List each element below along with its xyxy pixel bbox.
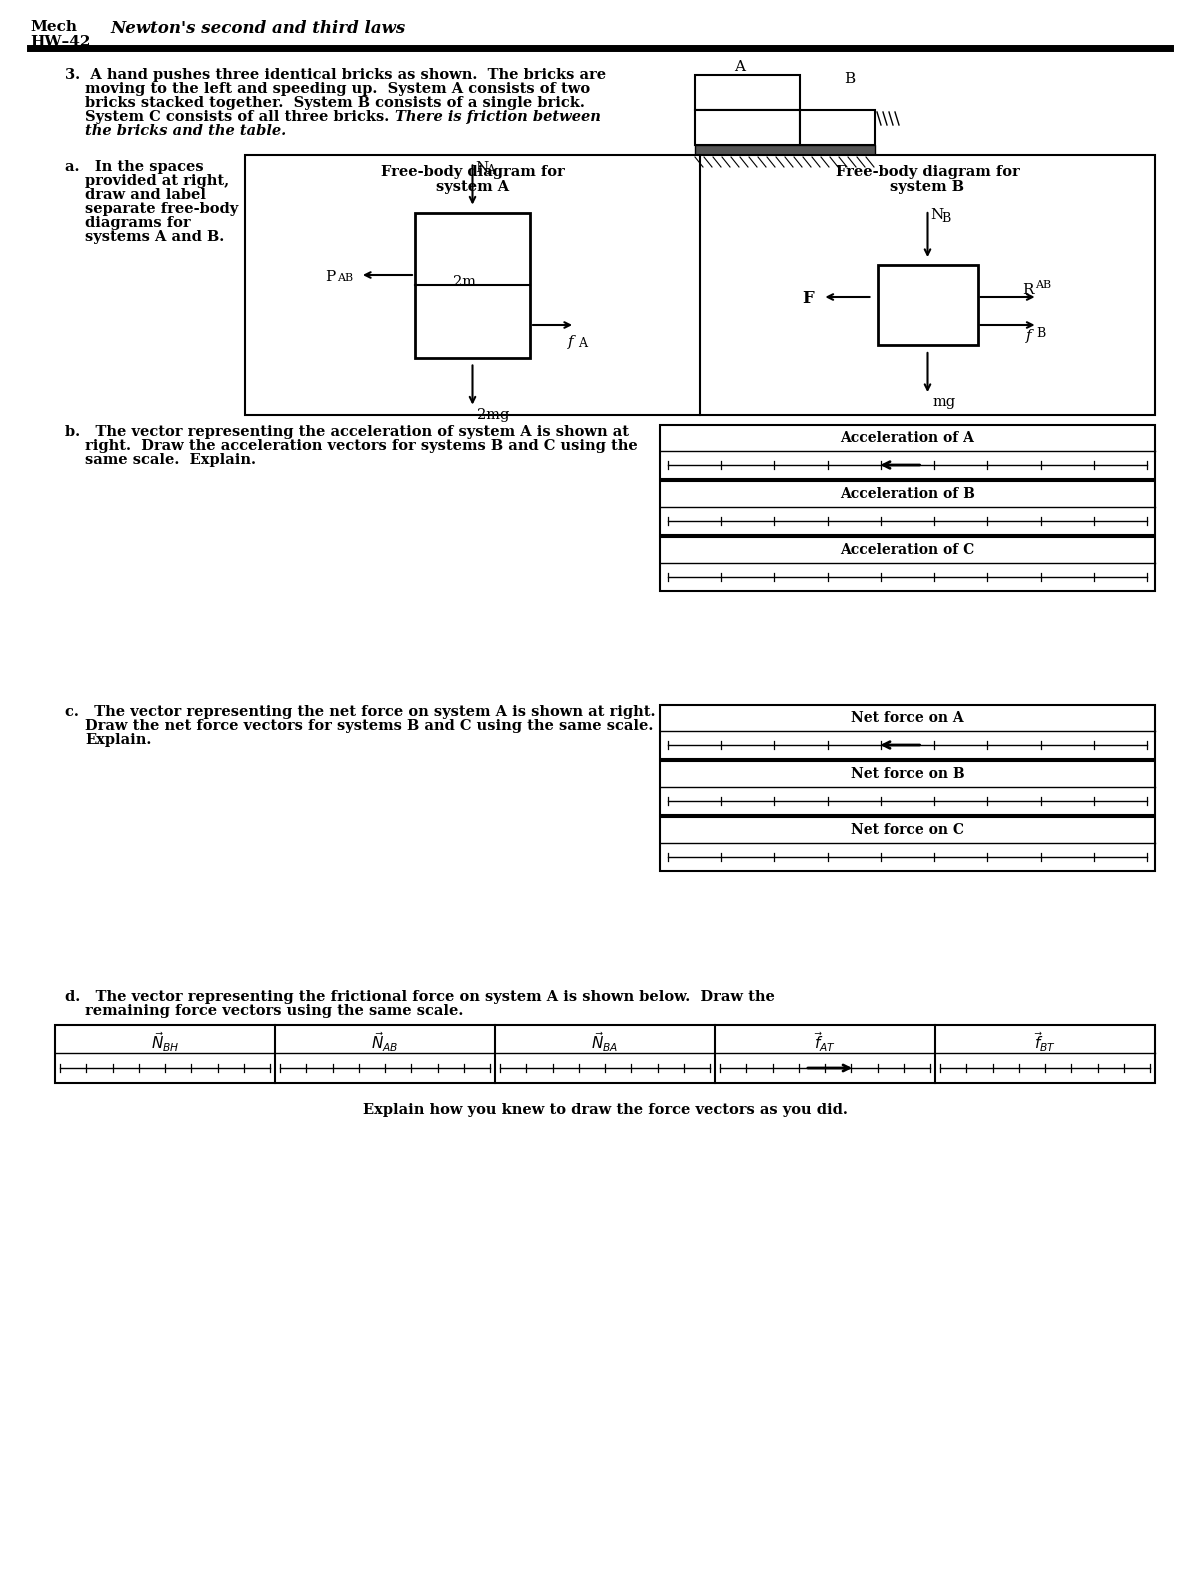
Text: Net force on A: Net force on A [851, 711, 964, 725]
Text: Explain how you knew to draw the force vectors as you did.: Explain how you knew to draw the force v… [362, 1102, 847, 1117]
Bar [55, 1025, 1154, 1083]
Bar [660, 481, 1154, 535]
Text: draw and label: draw and label [85, 188, 206, 202]
Text: AB: AB [337, 273, 353, 282]
Bar [660, 424, 1154, 479]
Text: $\vec{N}_{AB}$: $\vec{N}_{AB}$ [371, 1030, 398, 1053]
Bar [800, 110, 875, 145]
Text: c.   The vector representing the net force on system A is shown at right.: c. The vector representing the net force… [65, 705, 655, 719]
Text: b.   The vector representing the acceleration of system A is shown at: b. The vector representing the accelerat… [65, 424, 629, 438]
Text: moving to the left and speeding up.  System A consists of two: moving to the left and speeding up. Syst… [85, 82, 590, 96]
Text: separate free-body: separate free-body [85, 202, 239, 216]
Text: $\vec{f}_{BT}$: $\vec{f}_{BT}$ [1034, 1030, 1056, 1053]
Text: remaining force vectors using the same scale.: remaining force vectors using the same s… [85, 1005, 463, 1019]
Bar [660, 538, 1154, 591]
Text: AB: AB [1036, 281, 1051, 290]
Bar [695, 145, 875, 158]
Text: Free-body diagram for: Free-body diagram for [835, 166, 1019, 180]
Text: B: B [942, 211, 950, 226]
Text: N: N [475, 161, 488, 175]
Text: System C consists of all three bricks.: System C consists of all three bricks. [85, 110, 400, 125]
Text: f: f [568, 334, 574, 349]
Text: diagrams for: diagrams for [85, 216, 191, 230]
Text: B: B [845, 73, 856, 87]
Bar [245, 155, 1154, 415]
Text: systems A and B.: systems A and B. [85, 230, 224, 244]
Text: provided at right,: provided at right, [85, 173, 229, 188]
Text: A: A [578, 337, 587, 350]
Text: a.   In the spaces: a. In the spaces [65, 159, 204, 173]
Text: Acceleration of B: Acceleration of B [840, 487, 974, 501]
Bar [695, 76, 800, 110]
Text: Acceleration of C: Acceleration of C [840, 542, 974, 557]
Text: $\vec{N}_{BA}$: $\vec{N}_{BA}$ [592, 1030, 619, 1053]
Bar [660, 817, 1154, 871]
Text: F: F [803, 290, 815, 308]
Text: P: P [325, 270, 335, 284]
Text: $\vec{f}_{AT}$: $\vec{f}_{AT}$ [814, 1030, 836, 1053]
Text: R: R [1022, 282, 1034, 296]
Text: right.  Draw the acceleration vectors for systems B and C using the: right. Draw the acceleration vectors for… [85, 438, 637, 453]
Text: 2mg: 2mg [478, 407, 510, 421]
Bar [877, 265, 978, 345]
Text: A: A [734, 60, 745, 74]
Bar [660, 705, 1154, 759]
Text: $\vec{N}_{BH}$: $\vec{N}_{BH}$ [151, 1030, 179, 1053]
Text: mg: mg [932, 394, 955, 408]
Text: B: B [1037, 326, 1045, 341]
Text: system A: system A [436, 180, 509, 194]
Text: 3.  A hand pushes three identical bricks as shown.  The bricks are: 3. A hand pushes three identical bricks … [65, 68, 606, 82]
Text: Free-body diagram for: Free-body diagram for [380, 166, 564, 180]
Text: N: N [930, 208, 943, 222]
Text: Explain.: Explain. [85, 733, 151, 747]
Bar [415, 213, 530, 358]
Text: There is friction between: There is friction between [395, 110, 601, 125]
Text: Newton's second and third laws: Newton's second and third laws [110, 21, 406, 36]
Text: Mech: Mech [30, 21, 77, 35]
Text: d.   The vector representing the frictional force on system A is shown below.  D: d. The vector representing the frictiona… [65, 990, 775, 1005]
Bar [660, 762, 1154, 815]
Bar [695, 110, 800, 145]
Text: Acceleration of A: Acceleration of A [840, 431, 974, 445]
Text: 2m: 2m [452, 274, 475, 289]
Text: f: f [1026, 330, 1031, 344]
Text: Net force on C: Net force on C [851, 823, 964, 837]
Text: Draw the net force vectors for systems B and C using the same scale.: Draw the net force vectors for systems B… [85, 719, 653, 733]
Text: A: A [486, 164, 496, 178]
Text: Net force on B: Net force on B [851, 766, 965, 781]
Text: bricks stacked together.  System B consists of a single brick.: bricks stacked together. System B consis… [85, 96, 584, 110]
Text: same scale.  Explain.: same scale. Explain. [85, 453, 256, 467]
Text: HW–42: HW–42 [30, 35, 90, 49]
Text: system B: system B [890, 180, 965, 194]
Text: the bricks and the table.: the bricks and the table. [85, 125, 287, 139]
